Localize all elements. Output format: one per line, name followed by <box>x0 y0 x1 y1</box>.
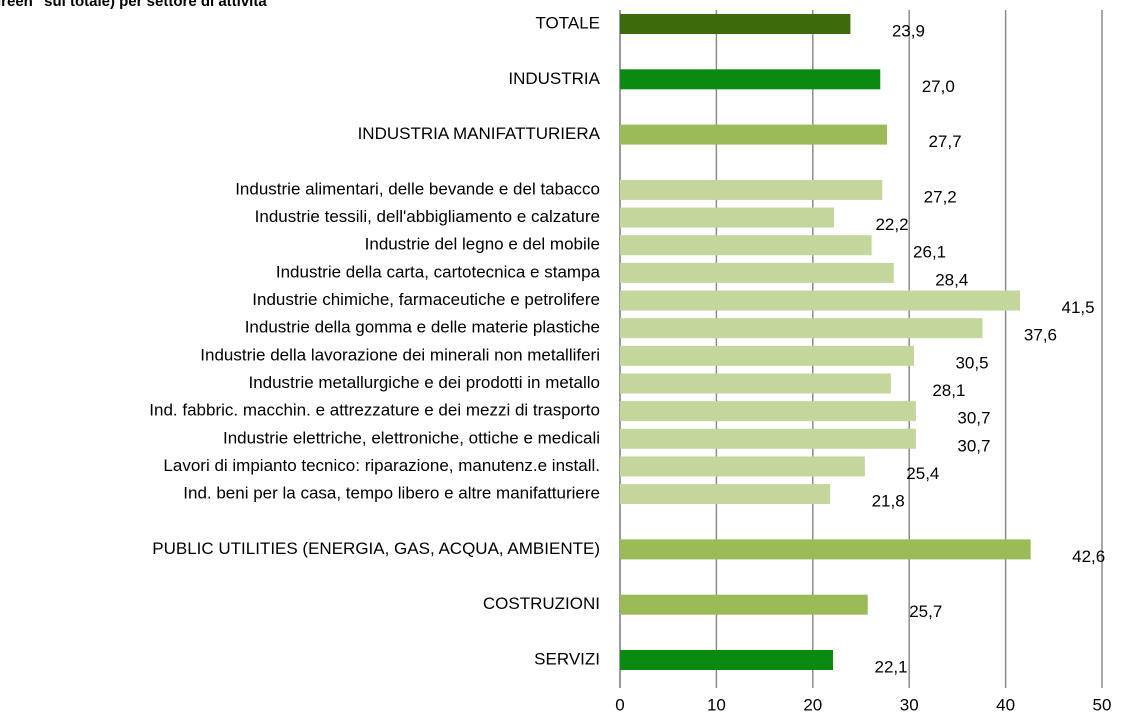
bar <box>620 290 1021 311</box>
value-label: 23,9 <box>892 21 925 40</box>
bar <box>620 539 1031 560</box>
value-label: 28,4 <box>935 270 968 289</box>
value-label: 26,1 <box>913 243 946 262</box>
x-tick-label: 40 <box>996 695 1015 714</box>
value-label: 27,0 <box>922 77 955 96</box>
value-label: 21,8 <box>872 492 905 511</box>
bar <box>620 179 883 200</box>
bar <box>620 428 916 449</box>
y-tick-label: INDUSTRIA <box>508 69 600 88</box>
bar <box>620 69 881 90</box>
x-tick-label: 0 <box>615 695 624 714</box>
value-label: 28,1 <box>932 381 965 400</box>
value-label: 41,5 <box>1062 298 1095 317</box>
bar <box>620 235 872 256</box>
bar <box>620 14 851 34</box>
bar <box>620 345 915 366</box>
x-tick-label: 20 <box>803 695 822 714</box>
value-label: 37,6 <box>1024 326 1057 345</box>
bar <box>620 318 983 339</box>
y-tick-label: Industrie della carta, cartotecnica e st… <box>276 262 601 281</box>
value-label: 22,2 <box>875 215 908 234</box>
x-tick-label: 30 <box>900 695 919 714</box>
y-tick-label: Ind. beni per la casa, tempo libero e al… <box>183 484 600 503</box>
bar <box>620 373 891 394</box>
value-label: 25,4 <box>906 464 939 483</box>
y-tick-label: Industrie tessili, dell'abbigliamento e … <box>255 207 600 226</box>
x-tick-label: 10 <box>707 695 726 714</box>
y-tick-label: Industrie metallurgiche e dei prodotti i… <box>248 373 600 392</box>
value-label: 30,7 <box>957 436 990 455</box>
y-tick-label: Industrie del legno e del mobile <box>365 235 600 254</box>
bar <box>620 650 834 670</box>
bar <box>620 262 894 283</box>
x-tick-label: 50 <box>1093 695 1112 714</box>
value-label: 30,5 <box>955 353 988 372</box>
y-tick-label: TOTALE <box>535 13 600 32</box>
value-label: 27,2 <box>924 187 957 206</box>
y-tick-label: Industrie della gomma e delle materie pl… <box>245 318 600 337</box>
value-label: 42,6 <box>1072 547 1105 566</box>
value-label: 25,7 <box>909 602 942 621</box>
bar <box>620 484 831 505</box>
bar <box>620 594 868 615</box>
bar <box>620 124 888 145</box>
y-tick-label: Industrie elettriche, elettroniche, otti… <box>223 428 600 447</box>
value-label: 27,7 <box>928 132 961 151</box>
bar <box>620 207 835 228</box>
y-tick-label: Industrie alimentari, delle bevande e de… <box>235 179 600 198</box>
y-tick-label: INDUSTRIA MANIFATTURIERA <box>358 124 601 143</box>
value-label: 22,1 <box>874 657 907 676</box>
y-tick-label: SERVIZI <box>534 649 600 668</box>
value-label: 30,7 <box>957 409 990 428</box>
y-tick-label: Industrie della lavorazione dei minerali… <box>200 345 600 364</box>
chart-title: green" sul totale) per settore di attivi… <box>0 0 267 10</box>
y-tick-label: Industrie chimiche, farmaceutiche e petr… <box>252 290 600 309</box>
bar <box>620 456 865 477</box>
y-tick-label: Ind. fabbric. macchin. e attrezzature e … <box>149 401 600 420</box>
y-tick-label: COSTRUZIONI <box>483 594 600 613</box>
bar <box>620 401 916 422</box>
y-tick-label: Lavori di impianto tecnico: riparazione,… <box>163 456 600 475</box>
y-tick-label: PUBLIC UTILITIES (ENERGIA, GAS, ACQUA, A… <box>152 539 600 558</box>
